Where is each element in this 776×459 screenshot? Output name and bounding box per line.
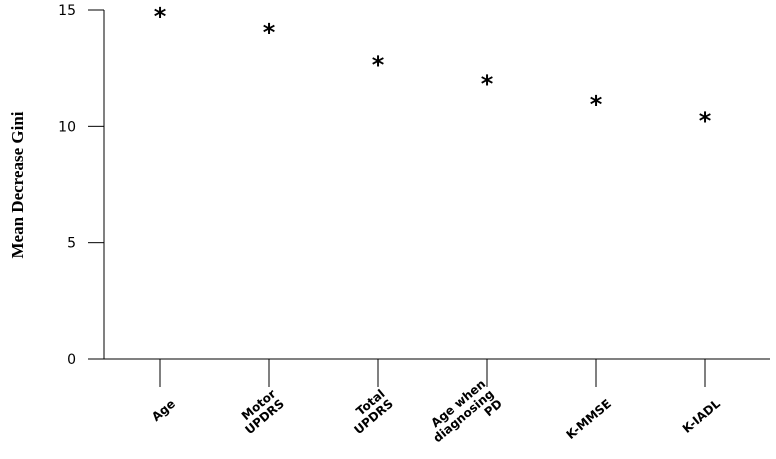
- x-tick-label: K-IADL: [680, 396, 723, 436]
- x-tick-label: K-MMSE: [564, 397, 614, 442]
- x-tick-label: Age: [149, 397, 178, 424]
- data-point: *: [699, 107, 712, 135]
- data-point: *: [263, 19, 276, 47]
- x-tick-label-line: K-IADL: [680, 396, 723, 436]
- y-tick-label: 0: [67, 352, 76, 368]
- x-tick-label: TotalUPDRS: [343, 387, 396, 438]
- ticks: 0 5 10 15 Age MotorUPDRS TotalUPDRS Age whendia…: [58, 3, 723, 454]
- y-axis-label: Mean Decrease Gini: [8, 111, 27, 258]
- axes: [103, 10, 770, 360]
- x-tick-label-line: K-MMSE: [564, 397, 614, 442]
- data-point: *: [372, 51, 385, 79]
- y-tick-label: 15: [58, 3, 76, 19]
- y-tick-label: 5: [67, 236, 76, 252]
- data-point: *: [481, 70, 494, 98]
- data-point: *: [154, 2, 167, 30]
- x-tick-label-line: Age: [149, 397, 178, 424]
- y-tick-label: 10: [58, 119, 76, 135]
- data-points: * * * * * *: [154, 2, 712, 135]
- x-tick-label: Age whendiagnosingPD: [422, 377, 505, 454]
- data-point: *: [590, 91, 603, 119]
- x-tick-label: MotorUPDRS: [234, 387, 287, 438]
